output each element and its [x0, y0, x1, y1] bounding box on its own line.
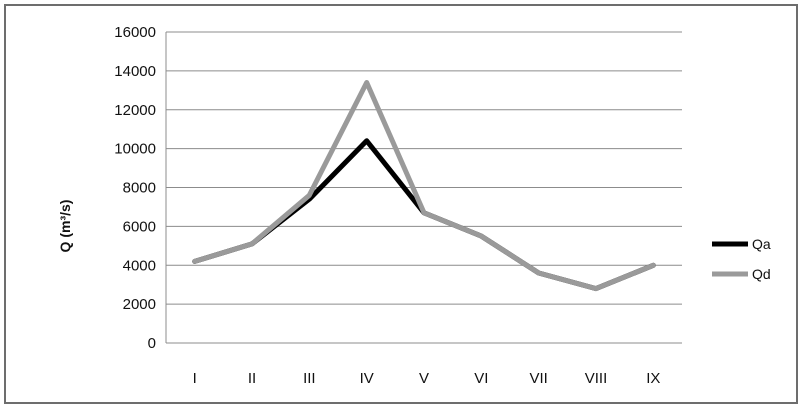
- x-tick-label: IX: [646, 370, 660, 387]
- x-tick-label: VIII: [585, 370, 608, 387]
- y-tick-label: 16000: [114, 24, 156, 41]
- x-tick-label: II: [248, 370, 256, 387]
- y-tick-label: 10000: [114, 141, 156, 158]
- x-tick-label: VI: [474, 370, 488, 387]
- legend: Qa Qd: [712, 236, 771, 282]
- y-tick-label: 4000: [123, 257, 156, 274]
- series-line-qd: [192, 80, 656, 292]
- y-tick-label: 2000: [123, 296, 156, 313]
- x-tick-label: VII: [529, 370, 547, 387]
- legend-label-qa: Qa: [752, 236, 771, 252]
- gridlines: [165, 31, 682, 344]
- x-tick-label: IV: [360, 370, 374, 387]
- x-tick-label: I: [193, 370, 197, 387]
- y-tick-label: 14000: [114, 63, 156, 80]
- y-tick-label: 0: [148, 335, 156, 352]
- x-axis-ticks: I II III IV V VI VII VIII IX: [193, 370, 661, 387]
- y-tick-label: 8000: [123, 180, 156, 197]
- legend-label-qd: Qd: [752, 266, 771, 282]
- y-axis-label: Q (m³/s): [57, 200, 73, 253]
- x-tick-label: V: [419, 370, 429, 387]
- y-tick-label: 12000: [114, 102, 156, 119]
- y-axis-ticks: 0 2000 4000 6000 8000 10000 12000 14000 16000: [114, 24, 156, 352]
- series-lines: [192, 80, 656, 292]
- x-tick-label: III: [303, 370, 316, 387]
- y-tick-label: 6000: [123, 218, 156, 235]
